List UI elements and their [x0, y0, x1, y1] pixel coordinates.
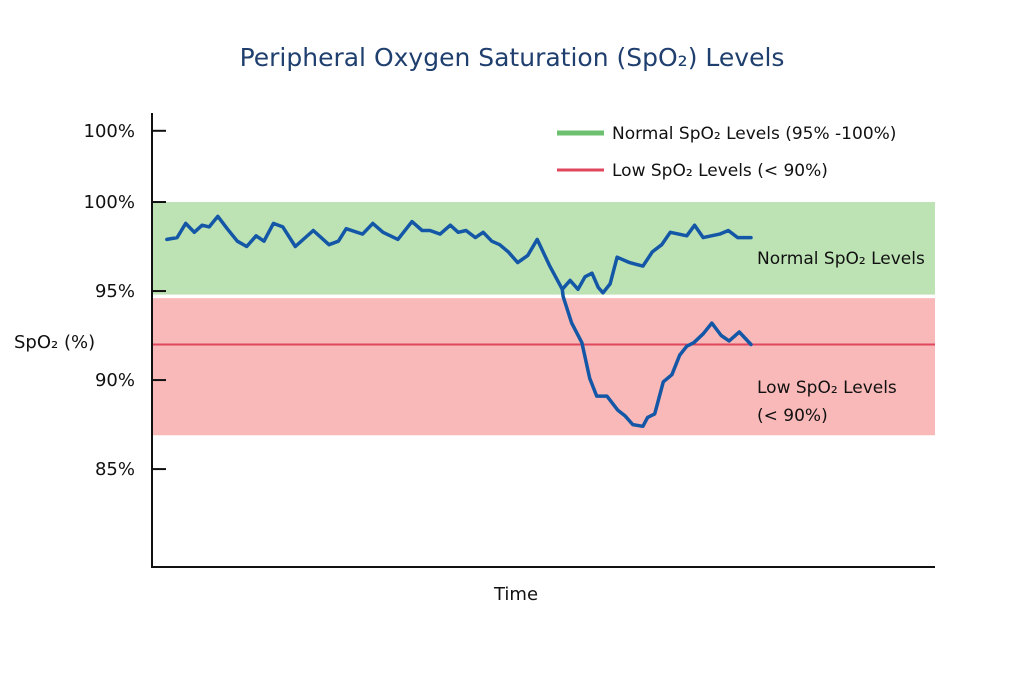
x-axis-label: Time — [493, 584, 538, 605]
series-layer — [165, 214, 753, 429]
legend: Normal SpO₂ Levels (95% -100%) Low SpO₂ … — [557, 124, 896, 181]
series-line-2 — [560, 287, 753, 429]
series-line-1 — [165, 214, 753, 295]
band-normal — [153, 202, 935, 295]
y-tick-label: 100% — [84, 192, 135, 213]
band-low — [153, 298, 935, 436]
band-label-normal: Normal SpO₂ Levels — [757, 249, 925, 269]
y-tick-label: 95% — [95, 281, 135, 302]
bands-layer — [153, 202, 935, 436]
y-ticks: 100% 100% 95% 90% 85% — [84, 121, 166, 480]
band-sublabel-low: (< 90%) — [757, 406, 828, 426]
legend-label-low: Low SpO₂ Levels (< 90%) — [612, 161, 828, 181]
y-tick-label: 90% — [95, 370, 135, 391]
legend-label-normal: Normal SpO₂ Levels (95% -100%) — [612, 124, 896, 144]
band-label-low: Low SpO₂ Levels — [757, 378, 897, 398]
y-axis-label: SpO₂ (%) — [14, 332, 95, 353]
y-tick-label: 85% — [95, 459, 135, 480]
y-tick-label: 100% — [84, 121, 135, 142]
chart-title: Peripheral Oxygen Saturation (SpO₂) Leve… — [240, 43, 785, 72]
